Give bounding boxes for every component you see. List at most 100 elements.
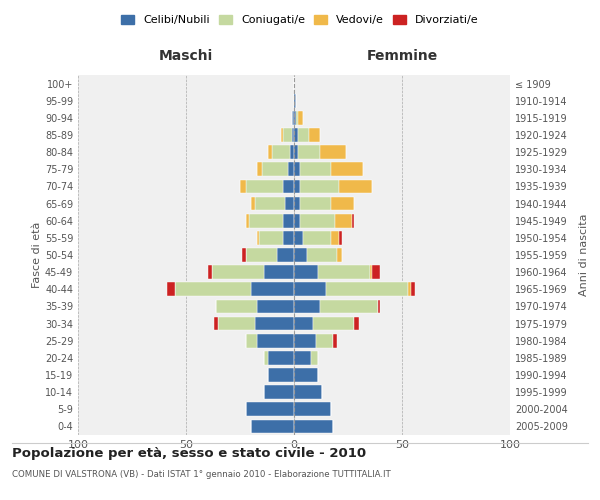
Bar	[355, 316, 359, 330]
Bar	[320, 146, 346, 159]
Bar	[294, 402, 331, 416]
Bar	[268, 146, 272, 159]
Bar	[294, 162, 301, 176]
Bar	[214, 316, 218, 330]
Bar	[268, 351, 294, 364]
Bar	[294, 282, 326, 296]
Bar	[352, 214, 355, 228]
Bar	[294, 368, 318, 382]
Bar	[283, 214, 294, 228]
Bar	[410, 282, 415, 296]
Bar	[313, 316, 355, 330]
Bar	[294, 231, 302, 244]
Bar	[294, 196, 301, 210]
Bar	[294, 248, 307, 262]
Bar	[298, 146, 320, 159]
Bar	[294, 94, 296, 108]
Bar	[311, 351, 318, 364]
Bar	[240, 180, 247, 194]
Bar	[307, 248, 337, 262]
Bar	[294, 300, 320, 314]
Text: Femmine: Femmine	[367, 49, 437, 63]
Bar	[212, 266, 264, 279]
Bar	[247, 248, 277, 262]
Bar	[272, 146, 290, 159]
Bar	[287, 162, 294, 176]
Bar	[318, 266, 370, 279]
Bar	[302, 231, 331, 244]
Bar	[292, 128, 294, 142]
Bar	[251, 282, 294, 296]
Bar	[247, 402, 294, 416]
Text: COMUNE DI VALSTRONA (VB) - Dati ISTAT 1° gennaio 2010 - Elaborazione TUTTITALIA.: COMUNE DI VALSTRONA (VB) - Dati ISTAT 1°…	[12, 470, 391, 479]
Legend: Celibi/Nubili, Coniugati/e, Vedovi/e, Divorziati/e: Celibi/Nubili, Coniugati/e, Vedovi/e, Di…	[117, 10, 483, 30]
Bar	[277, 248, 294, 262]
Bar	[298, 128, 309, 142]
Bar	[283, 231, 294, 244]
Bar	[257, 162, 262, 176]
Bar	[301, 214, 335, 228]
Bar	[337, 248, 341, 262]
Bar	[216, 300, 257, 314]
Bar	[294, 351, 311, 364]
Bar	[340, 231, 341, 244]
Bar	[290, 146, 294, 159]
Bar	[208, 266, 212, 279]
Bar	[298, 111, 302, 124]
Bar	[255, 316, 294, 330]
Bar	[301, 196, 331, 210]
Bar	[251, 196, 255, 210]
Bar	[286, 196, 294, 210]
Bar	[268, 368, 294, 382]
Bar	[294, 386, 322, 399]
Bar	[333, 334, 337, 347]
Bar	[372, 266, 380, 279]
Bar	[320, 300, 378, 314]
Bar	[167, 282, 175, 296]
Bar	[264, 386, 294, 399]
Bar	[409, 282, 410, 296]
Bar	[264, 266, 294, 279]
Bar	[331, 196, 355, 210]
Bar	[294, 334, 316, 347]
Bar	[283, 128, 292, 142]
Bar	[294, 111, 296, 124]
Bar	[251, 420, 294, 434]
Bar	[283, 180, 294, 194]
Bar	[257, 300, 294, 314]
Bar	[175, 282, 251, 296]
Bar	[326, 282, 409, 296]
Bar	[316, 334, 333, 347]
Bar	[301, 180, 340, 194]
Bar	[294, 146, 298, 159]
Y-axis label: Fasce di età: Fasce di età	[32, 222, 42, 288]
Bar	[247, 214, 248, 228]
Bar	[294, 180, 301, 194]
Bar	[264, 351, 268, 364]
Bar	[257, 231, 259, 244]
Bar	[242, 248, 247, 262]
Bar	[331, 231, 340, 244]
Bar	[370, 266, 372, 279]
Bar	[248, 214, 283, 228]
Bar	[294, 420, 333, 434]
Bar	[296, 111, 298, 124]
Bar	[335, 214, 352, 228]
Bar	[378, 300, 380, 314]
Bar	[294, 266, 318, 279]
Bar	[294, 316, 313, 330]
Bar	[218, 316, 255, 330]
Bar	[262, 162, 287, 176]
Bar	[294, 128, 298, 142]
Bar	[247, 180, 283, 194]
Bar	[301, 162, 331, 176]
Bar	[331, 162, 363, 176]
Bar	[257, 334, 294, 347]
Bar	[247, 334, 257, 347]
Text: Popolazione per età, sesso e stato civile - 2010: Popolazione per età, sesso e stato civil…	[12, 448, 366, 460]
Bar	[255, 196, 286, 210]
Bar	[294, 214, 301, 228]
Text: Maschi: Maschi	[159, 49, 213, 63]
Bar	[340, 180, 372, 194]
Bar	[259, 231, 283, 244]
